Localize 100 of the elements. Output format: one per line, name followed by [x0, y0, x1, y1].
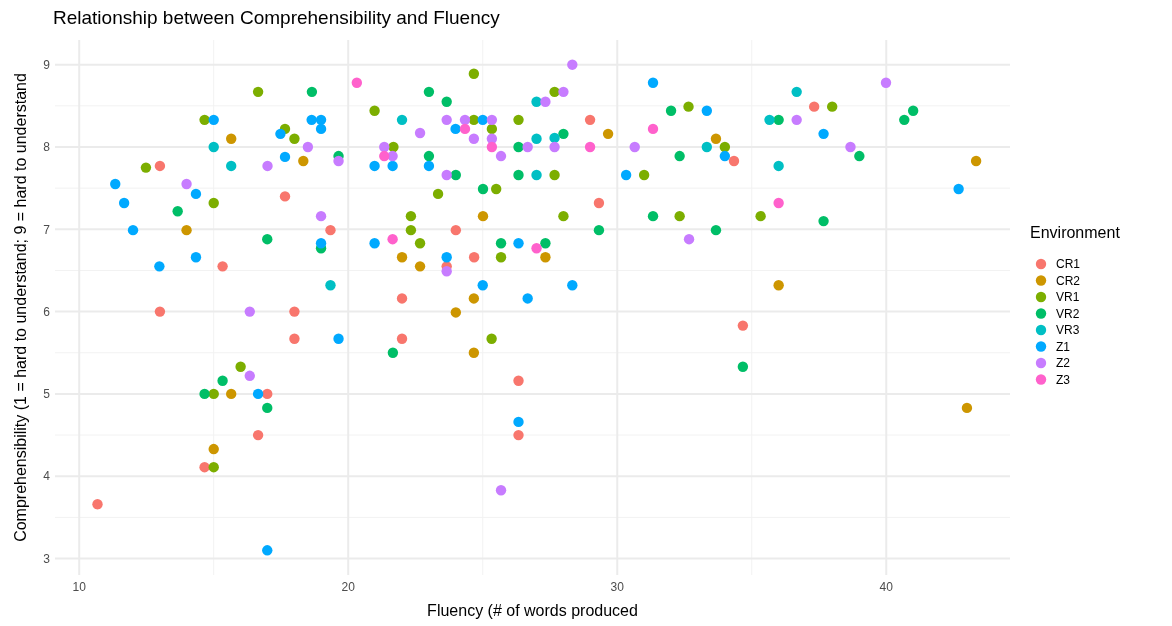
point [262, 388, 273, 400]
point [396, 252, 408, 263]
point [584, 114, 596, 126]
point [826, 101, 838, 112]
point [199, 114, 210, 126]
point [880, 77, 892, 88]
point [405, 224, 417, 236]
point [369, 160, 380, 172]
legend-label: CR1 [1056, 257, 1081, 272]
point [217, 261, 228, 272]
legend-label: Z1 [1056, 339, 1071, 354]
point [387, 347, 399, 358]
point [593, 224, 605, 236]
point [289, 333, 300, 344]
point [226, 133, 237, 144]
y-tick-label: 5 [43, 387, 51, 402]
point [302, 141, 314, 153]
point [468, 252, 480, 263]
point [755, 210, 766, 222]
point [701, 141, 713, 153]
point [441, 96, 452, 107]
point [92, 499, 103, 510]
point [629, 141, 640, 153]
point [450, 123, 461, 135]
point [593, 197, 605, 209]
point [728, 155, 740, 167]
point [423, 160, 435, 172]
legend-label: VR1 [1056, 290, 1080, 305]
point [710, 224, 722, 236]
point [325, 280, 336, 291]
point [325, 224, 336, 236]
point [818, 215, 829, 227]
x-axis-title: Fluency (# of words produced [427, 602, 638, 619]
point [262, 402, 273, 414]
point [737, 320, 749, 331]
point [306, 114, 317, 126]
point [549, 86, 560, 98]
point [379, 141, 390, 153]
y-tick-label: 3 [43, 551, 51, 566]
point [549, 169, 560, 181]
point [396, 333, 408, 344]
point [172, 206, 183, 217]
point [387, 160, 398, 172]
point [558, 210, 569, 222]
point [495, 238, 507, 249]
point [647, 123, 659, 135]
point [549, 141, 560, 153]
point [486, 114, 498, 126]
point [208, 443, 219, 455]
point [441, 266, 452, 277]
point [683, 101, 694, 112]
legend-label: Z3 [1056, 372, 1071, 387]
point [513, 429, 524, 441]
x-tick-label: 20 [341, 580, 356, 594]
point [226, 388, 237, 400]
point [791, 114, 802, 126]
point [477, 114, 488, 126]
x-tick-label: 30 [610, 580, 625, 594]
point [710, 133, 722, 144]
point [441, 169, 452, 181]
point [333, 155, 344, 167]
y-tick-label: 7 [43, 222, 51, 237]
point [522, 293, 533, 304]
point [531, 169, 542, 181]
point [490, 183, 502, 195]
point [845, 141, 856, 153]
point [513, 238, 524, 249]
point [289, 133, 300, 144]
point [244, 370, 255, 382]
y-tick-label: 8 [43, 140, 51, 155]
legend-label: Z2 [1056, 356, 1071, 371]
y-axis-title: Comprehensibility (1 = hard to understand; 9 = hard to understand [12, 73, 29, 542]
point [468, 347, 480, 358]
point [423, 150, 435, 162]
point [351, 77, 363, 88]
x-tick-label: 40 [879, 580, 894, 594]
point [315, 123, 327, 135]
point [513, 375, 524, 386]
point [737, 361, 749, 372]
point [683, 233, 695, 245]
x-tick-label: 10 [72, 580, 87, 594]
point [110, 178, 121, 190]
point [459, 123, 471, 135]
point [217, 375, 228, 386]
point [486, 141, 498, 153]
point [486, 333, 497, 344]
point [522, 141, 533, 153]
point [540, 96, 551, 107]
point [450, 224, 462, 236]
point [468, 133, 480, 144]
point [602, 128, 614, 140]
point [854, 150, 865, 162]
point [495, 252, 507, 263]
point [208, 461, 219, 473]
point [486, 123, 498, 135]
point [118, 197, 130, 209]
point [235, 361, 246, 372]
point [513, 141, 524, 153]
point [252, 429, 264, 441]
point [531, 96, 542, 107]
